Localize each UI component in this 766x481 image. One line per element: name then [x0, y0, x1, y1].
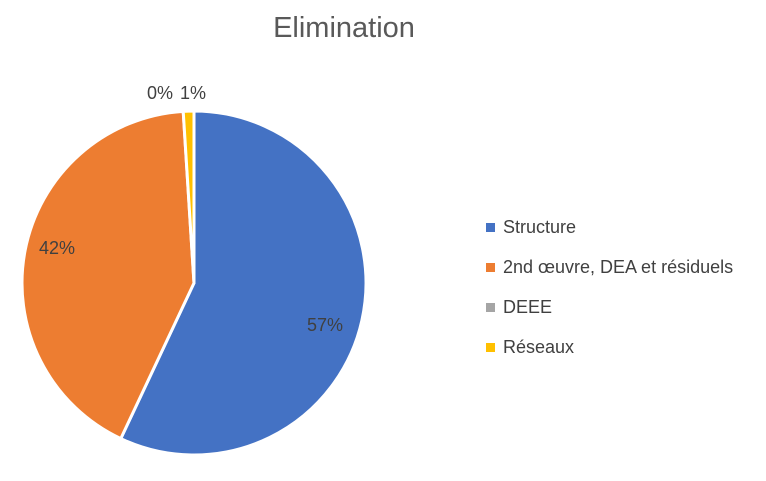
legend-swatch-structure — [486, 222, 495, 232]
data-label-reseaux: 1% — [180, 83, 206, 103]
legend-label-deee: DEEE — [503, 296, 553, 317]
legend-swatch-deee — [486, 302, 495, 312]
pie-slice-reseaux — [181, 109, 196, 285]
pie-slice-structure — [119, 109, 368, 457]
legend: Structure 2nd œuvre, DEA et résiduels DE… — [486, 207, 733, 367]
legend-item-structure: Structure — [486, 207, 733, 247]
legend-swatch-second-oeuvre — [486, 262, 495, 272]
legend-item-deee: DEEE — [486, 287, 733, 327]
chart-title: Elimination — [273, 12, 415, 44]
data-label-deee: 0% — [147, 83, 173, 103]
data-label-second-oeuvre: 42% — [39, 238, 75, 258]
legend-label-second-oeuvre: 2nd œuvre, DEA et résiduels — [503, 256, 734, 277]
legend-label-reseaux: Réseaux — [503, 336, 575, 357]
legend-label-structure: Structure — [503, 216, 577, 237]
pie-slice-second-oeuvre — [20, 109, 196, 441]
legend-swatch-reseaux — [486, 342, 495, 352]
data-label-structure: 57% — [307, 315, 343, 335]
legend-item-reseaux: Réseaux — [486, 327, 733, 367]
legend-item-second-oeuvre: 2nd œuvre, DEA et résiduels — [486, 247, 733, 287]
